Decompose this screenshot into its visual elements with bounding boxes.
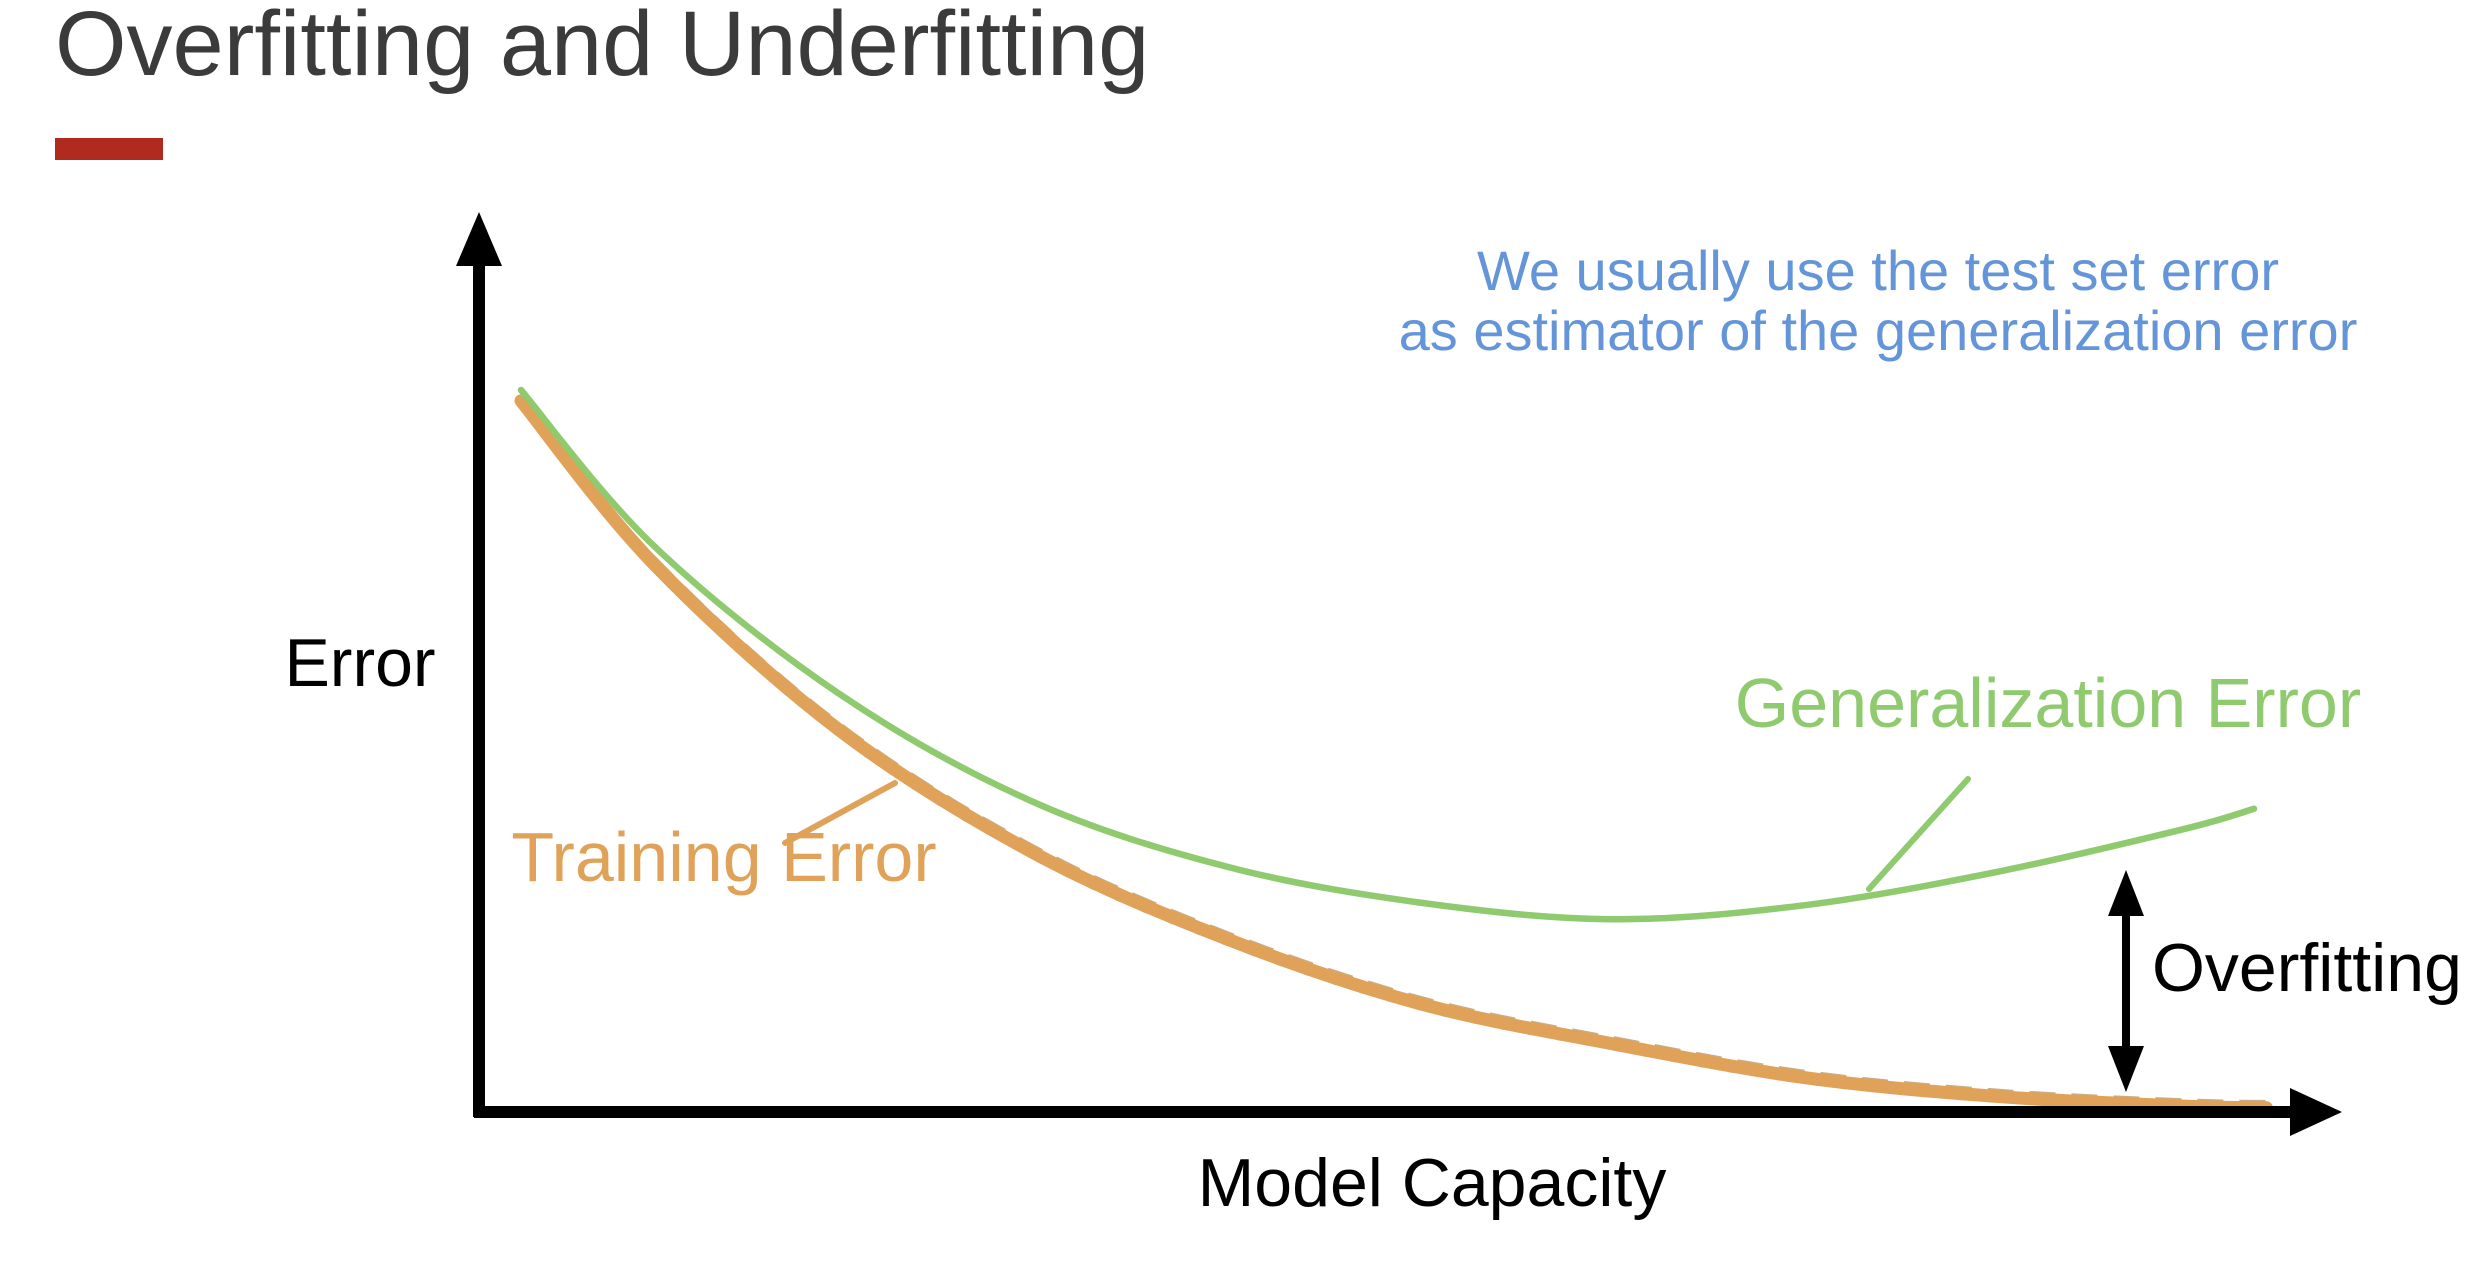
generalization-error-curve — [517, 386, 2258, 923]
training-leader-line — [782, 780, 898, 846]
overfitting-gap-arrow — [2108, 870, 2144, 1092]
test-set-note-line-2: as estimator of the generalization error — [1398, 299, 2358, 362]
overfitting-arrow-down-head-icon — [2108, 1046, 2144, 1092]
slide-title: Overfitting and Underfitting — [55, 0, 1150, 95]
test-set-note-line-1: We usually use the test set error — [1477, 239, 2279, 302]
x-axis-arrowhead-icon — [2290, 1088, 2342, 1136]
generalization-leader-line — [1866, 776, 1971, 892]
overfitting-arrow-up-head-icon — [2108, 870, 2144, 916]
axes — [456, 212, 2342, 1136]
generalization-error-label: Generalization Error — [1734, 664, 2362, 742]
training-error-label: Training Error — [511, 818, 937, 896]
training-error-curve — [514, 394, 2273, 1115]
x-axis-label: Model Capacity — [1197, 1145, 1667, 1221]
training-error-curve-speckle — [518, 405, 2265, 1114]
test-set-note: We usually use the test set error as est… — [1378, 241, 2378, 361]
overfitting-label: Overfitting — [2152, 930, 2462, 1006]
y-axis-arrowhead-icon — [456, 212, 502, 266]
y-axis-label: Error — [284, 625, 436, 701]
title-accent-bar — [55, 138, 163, 160]
